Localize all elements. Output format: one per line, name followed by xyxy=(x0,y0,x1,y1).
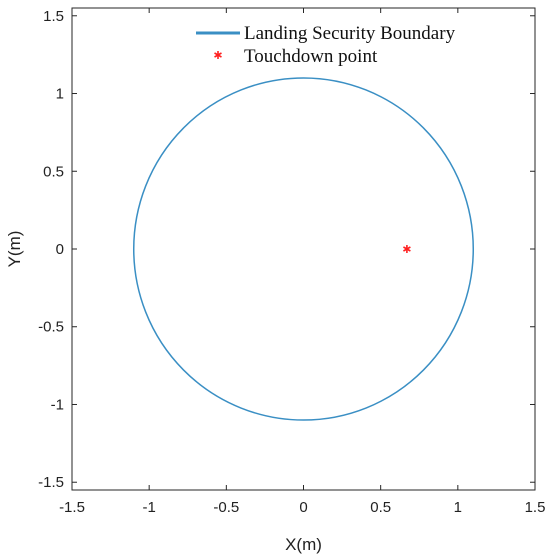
y-axis-label: Y(m) xyxy=(5,231,24,268)
y-tick-label: -1 xyxy=(51,396,64,413)
x-tick-label: -1 xyxy=(142,499,155,516)
x-tick-label: -1.5 xyxy=(59,499,85,516)
legend-entry-label: Landing Security Boundary xyxy=(244,23,456,44)
y-tick-label: 1 xyxy=(56,86,64,103)
x-tick-label: 1 xyxy=(454,499,462,516)
y-tick-label: -0.5 xyxy=(38,319,64,336)
touchdown-point-marker xyxy=(403,245,411,253)
legend-marker-swatch xyxy=(214,51,222,59)
x-tick-label: 0 xyxy=(299,499,307,516)
axis-ticks: -1.5 -1 -0.5 0 0.5 1 1.5 -1.5 -1 -0.5 0 0.5 1 1.5 xyxy=(38,8,545,516)
y-tick-label: 0 xyxy=(56,241,64,258)
x-axis-label: X(m) xyxy=(285,535,322,554)
plot-frame xyxy=(71,7,536,491)
y-tick-label: 1.5 xyxy=(43,8,64,25)
x-tick-label: -0.5 xyxy=(213,499,239,516)
legend-entry-label: Touchdown point xyxy=(244,46,378,67)
x-tick-label: 1.5 xyxy=(525,499,546,516)
data-layer xyxy=(132,77,475,421)
y-tick-label: -1.5 xyxy=(38,474,64,491)
plot-area xyxy=(71,7,536,491)
x-tick-label: 0.5 xyxy=(370,499,391,516)
y-tick-label: 0.5 xyxy=(43,163,64,180)
security-boundary-circle xyxy=(132,77,475,421)
